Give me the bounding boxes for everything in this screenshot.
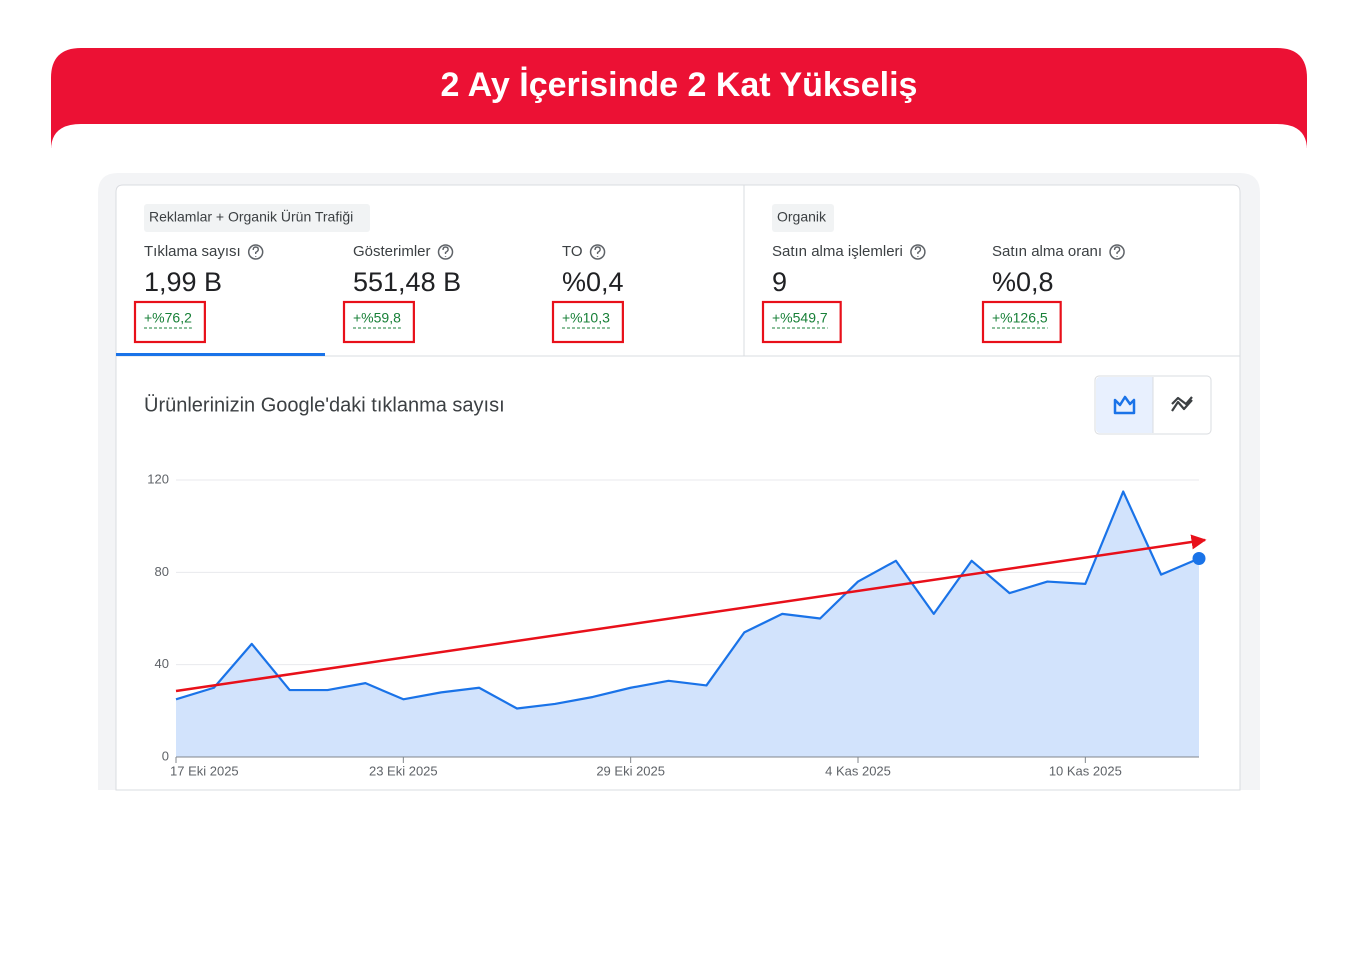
- highlight-box: [551, 300, 624, 344]
- y-tick-label: 120: [147, 471, 169, 486]
- line-icon: [1171, 396, 1193, 412]
- metric-change: +%76,2: [144, 310, 192, 326]
- help-icon: [252, 246, 259, 257]
- metric-value: 551,48 B: [353, 267, 461, 297]
- header-title: 2 Ay İçerisinde 2 Kat Yükseliş: [441, 66, 918, 104]
- x-tick-label: 10 Kas 2025: [1049, 763, 1122, 778]
- y-tick-label: 80: [155, 564, 169, 579]
- line: [175, 490, 1200, 710]
- help-icon: [1109, 244, 1125, 260]
- metrics: Tıklama sayısı 1,99 B +%76,2 Gösterimler 551…: [133, 243, 1125, 344]
- help-icon: [442, 246, 449, 257]
- group-label: Organik: [777, 209, 827, 225]
- metric-change: +%10,3: [562, 310, 610, 326]
- metric-name: Satın alma işlemleri: [772, 243, 903, 260]
- area: [176, 491, 1199, 757]
- toggle-area[interactable]: [1096, 377, 1153, 433]
- metric-change: +%59,8: [353, 310, 401, 326]
- trend-arrow: [175, 534, 1207, 693]
- help-icon: [914, 246, 922, 257]
- last-point: [1192, 551, 1206, 565]
- metric-name: Gösterimler: [353, 243, 431, 260]
- help-icon: [910, 244, 926, 260]
- metric-value: 9: [772, 267, 787, 297]
- help-icon: [594, 246, 601, 257]
- header-card-top: [51, 124, 1307, 160]
- metric-value: %0,8: [992, 267, 1054, 297]
- highlight-box: [981, 300, 1062, 344]
- y-tick-label: 40: [155, 656, 169, 671]
- highlight-box: [133, 300, 206, 344]
- x-tick-label: 4 Kas 2025: [825, 763, 891, 778]
- x-tick-label: 29 Eki 2025: [596, 763, 665, 778]
- chip: [144, 204, 370, 232]
- help-icon: [247, 244, 264, 260]
- y-tick-label: 0: [162, 748, 169, 763]
- active-tab: [116, 353, 325, 356]
- chip: [772, 204, 834, 232]
- help-icon: [437, 244, 454, 260]
- area-icon: [1113, 395, 1136, 415]
- help-icon: [1113, 246, 1121, 257]
- highlight-box: [342, 300, 415, 344]
- group-label: Reklamlar + Organik Ürün Trafiği: [149, 208, 353, 225]
- metric-name: Satın alma oranı: [992, 243, 1102, 260]
- x-tick-label: 23 Eki 2025: [369, 763, 438, 778]
- chart: 0 40 80 120 17 Eki 2025 23 Eki 2025 29 Eki 202…: [147, 471, 1207, 778]
- metric-change: +%549,7: [772, 310, 828, 326]
- metric-value: 1,99 B: [144, 267, 222, 297]
- metric-name: TO: [562, 243, 583, 260]
- metric-value: %0,4: [562, 267, 624, 297]
- chart-title: Ürünlerinizin Google'daki tıklanma sayıs…: [144, 394, 505, 416]
- metric-name: Tıklama sayısı: [144, 243, 241, 260]
- highlight-box: [761, 300, 842, 344]
- x-tick-label: 17 Eki 2025: [170, 763, 239, 778]
- header-band: [51, 48, 1307, 148]
- metric-change: +%126,5: [992, 310, 1048, 326]
- help-icon: [589, 244, 606, 260]
